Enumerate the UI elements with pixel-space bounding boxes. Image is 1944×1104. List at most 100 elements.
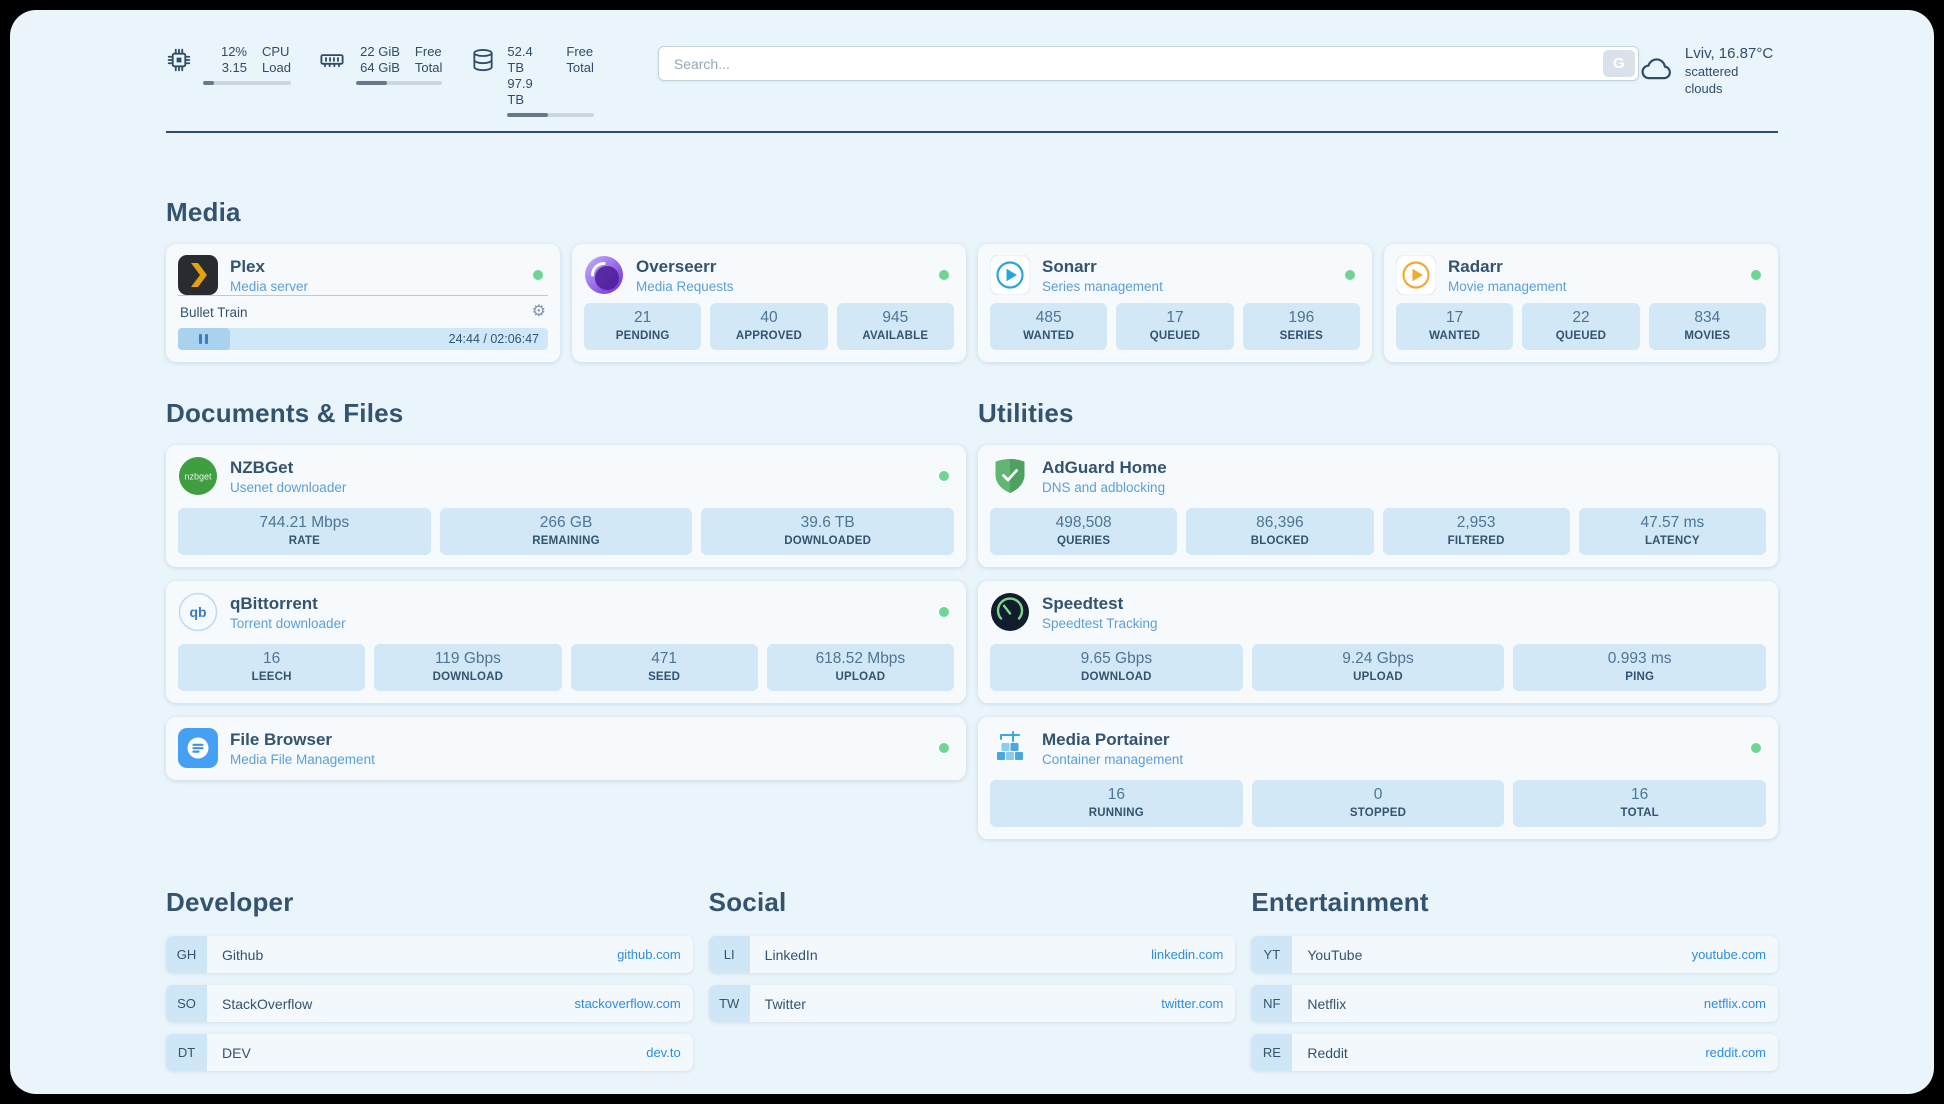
service-link-nzbget[interactable]: nzbget NZBGet Usenet downloader (178, 456, 346, 496)
service-subtitle: Speedtest Tracking (1042, 615, 1158, 631)
bookmark-abbr: TW (708, 985, 750, 1022)
stat-ping: 0.993 ms PING (1513, 644, 1767, 691)
gear-icon[interactable]: ⚙ (531, 303, 546, 320)
bookmark-github[interactable]: GH Github github.com (166, 936, 693, 973)
service-link-filebrowser[interactable]: File Browser Media File Management (178, 728, 375, 768)
bookmark-url: linkedin.com (1151, 947, 1224, 962)
cpu-usage-bar (203, 81, 291, 85)
overseerr-icon (584, 255, 624, 295)
disk-usage-bar (507, 113, 594, 117)
playback-time: 24:44 / 02:06:47 (448, 332, 539, 346)
bookmark-abbr: RE (1251, 1034, 1293, 1071)
disk-free-label: Free (566, 44, 594, 59)
status-dot (939, 743, 949, 753)
pause-icon[interactable] (178, 328, 230, 350)
service-name: NZBGet (230, 457, 294, 477)
search-input[interactable] (657, 46, 1639, 81)
bookmark-netflix[interactable]: NF Netflix netflix.com (1251, 985, 1779, 1022)
bookmark-abbr: DT (166, 1034, 207, 1071)
weather-widget: Lviv, 16.87°C scattered clouds (1639, 44, 1778, 97)
service-card-speedtest: Speedtest Speedtest Tracking 9.65 Gbps D… (978, 581, 1778, 703)
service-link-plex[interactable]: Plex Media server (178, 255, 308, 295)
top-bar: 12% 3.15 CPU Load (166, 10, 1778, 117)
bookmark-stackoverflow[interactable]: SO StackOverflow stackoverflow.com (166, 985, 693, 1022)
bookmark-url: youtube.com (1691, 947, 1767, 962)
disk-free-value: 52.4 TB (507, 44, 533, 75)
service-card-filebrowser: File Browser Media File Management (166, 717, 966, 780)
weather-location-temp: Lviv, 16.87°C (1684, 45, 1774, 62)
service-subtitle: Container management (1042, 751, 1184, 767)
bookmark-group-entertainment: Entertainment YT YouTube youtube.com NF … (1251, 887, 1779, 1071)
stat-wanted: 485 WANTED (990, 303, 1108, 350)
service-subtitle: Torrent downloader (230, 615, 346, 631)
bookmark-reddit[interactable]: RE Reddit reddit.com (1251, 1034, 1779, 1071)
bookmark-twitter[interactable]: TW Twitter twitter.com (708, 985, 1236, 1022)
bookmark-youtube[interactable]: YT YouTube youtube.com (1251, 936, 1779, 973)
service-link-speedtest[interactable]: Speedtest Speedtest Tracking (990, 592, 1158, 632)
plex-icon (178, 255, 218, 295)
disk-total-label: Total (566, 60, 594, 75)
stat-downloaded: 39.6 TB DOWNLOADED (701, 508, 955, 555)
bookmark-url: stackoverflow.com (574, 996, 681, 1011)
bookmark-linkedin[interactable]: LI LinkedIn linkedin.com (708, 936, 1236, 973)
bookmark-url: github.com (617, 947, 681, 962)
bookmark-url: dev.to (646, 1045, 681, 1060)
service-link-overseerr[interactable]: Overseerr Media Requests (584, 255, 734, 295)
bookmark-name: Github (222, 946, 264, 963)
qbittorrent-icon: qb (178, 592, 218, 632)
status-dot (533, 270, 543, 280)
bookmark-name: YouTube (1307, 946, 1363, 963)
service-link-adguard[interactable]: AdGuard Home DNS and adblocking (990, 456, 1167, 496)
bookmark-dev[interactable]: DT DEV dev.to (166, 1034, 693, 1071)
stat-queries: 498,508 QUERIES (990, 508, 1178, 555)
status-dot (1345, 270, 1355, 280)
service-card-sonarr: Sonarr Series management 485 WANTED 17 Q… (978, 244, 1372, 362)
service-link-portainer[interactable]: Media Portainer Container management (990, 728, 1183, 768)
status-dot (1751, 743, 1761, 753)
section-documents-files: Documents & Files nzbget (166, 398, 966, 839)
stat-queued: 22 QUEUED (1522, 303, 1640, 350)
stat-download: 9.65 Gbps DOWNLOAD (990, 644, 1243, 691)
service-card-adguard: AdGuard Home DNS and adblocking 498,508 … (978, 445, 1778, 567)
speedtest-gauge-icon (990, 592, 1030, 632)
service-subtitle: Media server (230, 278, 309, 294)
dashboard-page: 12% 3.15 CPU Load (10, 10, 1934, 1094)
stat-wanted: 17 WANTED (1396, 303, 1514, 350)
status-dot (939, 270, 949, 280)
stat-total: 16 TOTAL (1513, 780, 1767, 827)
bookmark-name: Twitter (764, 995, 806, 1012)
bookmark-abbr: LI (708, 936, 750, 973)
service-name: Media Portainer (1042, 729, 1170, 749)
service-card-portainer: Media Portainer Container management 16 … (978, 717, 1778, 839)
stat-running: 16 RUNNING (990, 780, 1243, 827)
bookmark-name: StackOverflow (222, 995, 313, 1012)
stat-filtered: 2,953 FILTERED (1382, 508, 1570, 555)
status-dot (939, 471, 949, 481)
memory-widget: 22 GiB 64 GiB Free Total (319, 44, 443, 85)
stat-upload: 618.52 Mbps UPLOAD (766, 644, 954, 691)
service-subtitle: Series management (1042, 278, 1163, 294)
service-name: File Browser (230, 729, 333, 749)
service-subtitle: Media Requests (636, 278, 734, 294)
stat-remaining: 266 GB REMAINING (439, 508, 693, 555)
stat-stopped: 0 STOPPED (1251, 780, 1505, 827)
service-card-radarr: Radarr Movie management 17 WANTED 22 QUE… (1384, 244, 1778, 362)
cpu-widget: 12% 3.15 CPU Load (166, 44, 291, 85)
cpu-load-value: 3.15 (221, 60, 247, 75)
service-link-qbittorrent[interactable]: qb qBittorrent Torrent downloader (178, 592, 346, 632)
sonarr-icon (989, 254, 1031, 296)
stat-queued: 17 QUEUED (1116, 303, 1234, 350)
stat-movies: 834 MOVIES (1648, 303, 1766, 350)
service-link-radarr[interactable]: Radarr Movie management (1395, 254, 1567, 296)
section-title-utilities: Utilities (978, 398, 1074, 428)
stat-download: 119 Gbps DOWNLOAD (374, 644, 562, 691)
disk-icon (470, 44, 496, 117)
search-provider-button[interactable]: G (1602, 50, 1635, 77)
service-subtitle: Usenet downloader (230, 479, 347, 495)
bookmark-group-social: Social LI LinkedIn linkedin.com TW Twitt… (708, 887, 1236, 1071)
service-name: Sonarr (1042, 256, 1097, 276)
service-link-sonarr[interactable]: Sonarr Series management (989, 254, 1163, 296)
section-media: Media Plex Media server (166, 197, 1778, 362)
service-subtitle: Movie management (1448, 278, 1567, 294)
section-title-media: Media (166, 197, 241, 227)
